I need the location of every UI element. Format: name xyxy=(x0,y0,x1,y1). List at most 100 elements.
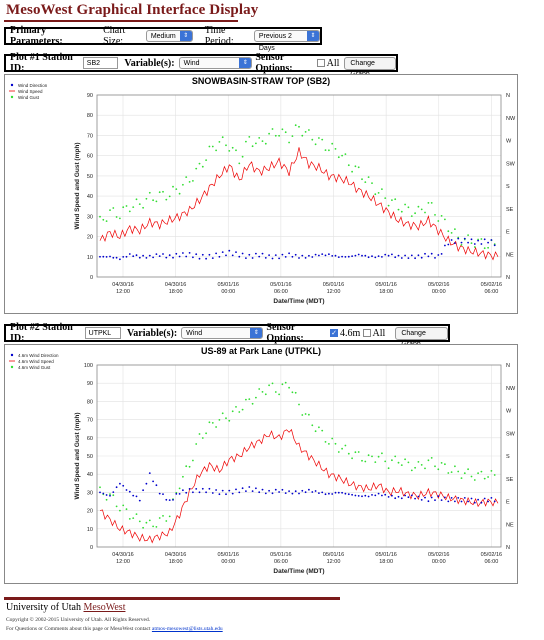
x-tick-time: 18:00 xyxy=(379,289,393,295)
wind-gust-point xyxy=(371,182,373,184)
wind-gust-point xyxy=(387,204,390,207)
x-tick-date: 05/01/16 xyxy=(218,552,239,558)
plot1-sensor-label: Sensor Options: xyxy=(255,52,293,74)
wind-direction-point xyxy=(294,490,297,493)
y-tick-label: 10 xyxy=(87,527,93,533)
wind-direction-point xyxy=(145,482,148,485)
wind-gust-point xyxy=(473,246,476,248)
x-axis-label: Date/Time (MDT) xyxy=(273,298,324,305)
wind-gust-point xyxy=(361,459,363,462)
wind-direction-point xyxy=(394,256,397,259)
time-period-select[interactable]: Previous 2 Days ⇕ xyxy=(253,30,320,52)
wind-direction-point xyxy=(467,500,469,503)
plot2-station-input[interactable]: UTPKL xyxy=(84,327,121,339)
wind-direction-point xyxy=(460,500,463,503)
wind-direction-point xyxy=(115,256,118,259)
wind-direction-point xyxy=(148,472,151,474)
wind-direction-point xyxy=(417,254,420,257)
wind-gust-point xyxy=(384,460,387,463)
wind-gust-point xyxy=(357,451,360,453)
wind-direction-point xyxy=(321,253,324,256)
wind-gust-point xyxy=(152,525,155,528)
wind-gust-point xyxy=(407,206,410,209)
y-tick-label: 10 xyxy=(87,255,93,261)
chevron-down-icon: ⇕ xyxy=(179,31,192,41)
wind-gust-point xyxy=(182,183,184,186)
wind-gust-point xyxy=(354,451,357,454)
wind-direction-point xyxy=(264,492,267,495)
wind-gust-point xyxy=(155,526,158,528)
wind-gust-point xyxy=(397,208,400,211)
wind-direction-point xyxy=(414,497,416,500)
y-tick-label: 40 xyxy=(87,472,93,478)
wind-gust-point xyxy=(304,131,307,133)
wind-direction-point xyxy=(208,487,211,490)
wind-gust-point xyxy=(384,197,387,199)
x-tick-time: 06:00 xyxy=(274,289,288,295)
wind-gust-point xyxy=(424,467,426,470)
x-tick-date: 05/02/16 xyxy=(428,552,449,558)
x-tick-time: 00:00 xyxy=(432,559,446,565)
footer-mesowest-link[interactable]: MesoWest xyxy=(83,602,126,613)
wind-gust-point xyxy=(215,149,218,152)
wind-direction-point xyxy=(308,254,310,257)
wind-direction-point xyxy=(152,256,155,259)
x-tick-time: 12:00 xyxy=(327,289,341,295)
plot2-variables-select[interactable]: Wind ⇕ xyxy=(181,327,264,339)
wind-direction-point xyxy=(298,257,300,259)
wind-direction-point xyxy=(404,494,406,497)
wind-gust-point xyxy=(364,181,367,183)
plot1-variables-select[interactable]: Wind ⇕ xyxy=(178,57,253,69)
wind-gust-point xyxy=(414,466,416,469)
wind-direction-point xyxy=(225,254,227,257)
wind-gust-point xyxy=(288,386,290,389)
wind-direction-point xyxy=(211,492,214,494)
wind-direction-point xyxy=(314,253,317,256)
wind-direction-point xyxy=(341,255,343,258)
wind-direction-point xyxy=(347,255,350,258)
wind-direction-point xyxy=(271,257,274,260)
wind-direction-point xyxy=(205,257,208,260)
wind-direction-point xyxy=(215,252,218,255)
wind-direction-point xyxy=(351,493,353,496)
legend-label: 4.6m Wind Speed xyxy=(18,359,54,364)
wind-gust-point xyxy=(437,468,440,471)
plot1-variables-value: Wind xyxy=(183,60,200,67)
right-tick-label: E xyxy=(506,230,510,236)
plot2-change-graph-button[interactable]: Change Graph xyxy=(395,326,448,348)
wind-direction-point xyxy=(128,253,131,255)
wind-direction-point xyxy=(407,496,410,499)
wind-gust-point xyxy=(105,220,108,223)
plot1-station-input[interactable]: SB2 xyxy=(82,57,119,69)
wind-direction-point xyxy=(195,253,198,256)
footer-contact-email[interactable]: atmos-mesowest@lists.utah.edu xyxy=(151,626,223,632)
page-title: MesoWest Graphical Interface Display xyxy=(6,2,259,18)
wind-gust-point xyxy=(367,454,370,457)
wind-gust-point xyxy=(255,396,257,399)
wind-gust-point xyxy=(311,138,314,141)
wind-gust-point xyxy=(165,520,168,522)
right-tick-label: NE xyxy=(506,252,514,258)
wind-direction-point xyxy=(301,254,304,257)
plot2-all-checkbox[interactable] xyxy=(363,329,371,337)
wind-gust-point xyxy=(314,430,317,433)
plot1-change-graph-button[interactable]: Change Graph xyxy=(344,56,396,78)
chevron-down-icon: ⇕ xyxy=(250,328,263,338)
wind-direction-point xyxy=(278,491,280,493)
wind-gust-point xyxy=(119,217,121,220)
wind-gust-point xyxy=(264,142,267,145)
wind-gust-point xyxy=(407,461,410,464)
wind-gust-point xyxy=(493,474,496,476)
x-tick-time: 06:00 xyxy=(485,289,499,295)
chart-size-select[interactable]: Medium ⇕ xyxy=(145,30,193,42)
wind-gust-point xyxy=(135,198,138,201)
wind-direction-point xyxy=(437,495,440,498)
wind-direction-point xyxy=(135,495,138,498)
wind-gust-point xyxy=(341,154,343,157)
y-tick-label: 90 xyxy=(87,93,93,99)
plot-frame xyxy=(96,364,502,548)
wind-gust-point xyxy=(483,477,486,480)
x-tick-date: 05/02/16 xyxy=(428,282,449,288)
plot1-all-checkbox[interactable] xyxy=(317,59,325,67)
plot2-sensor-checkbox[interactable]: ✓ xyxy=(330,329,338,337)
